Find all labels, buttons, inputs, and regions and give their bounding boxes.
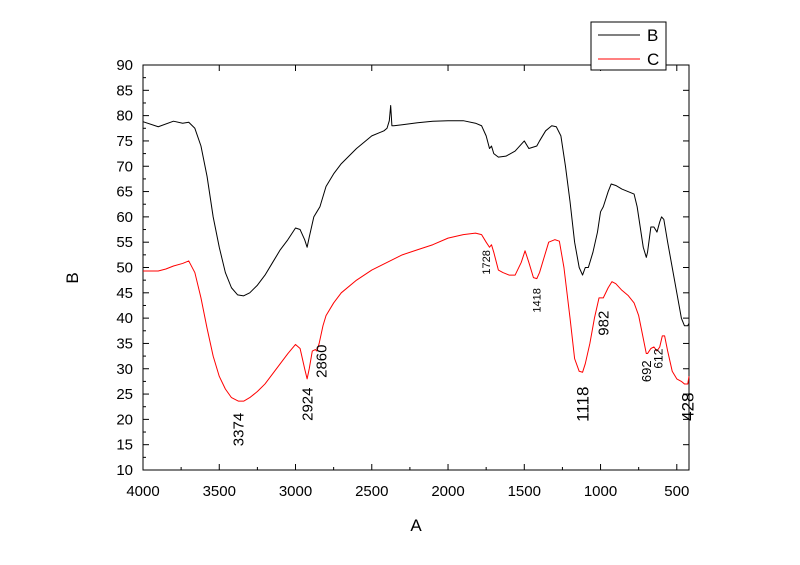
peak-label: 612 bbox=[652, 348, 666, 368]
peak-label: 2860 bbox=[314, 345, 331, 378]
y-tick-label: 35 bbox=[116, 335, 133, 352]
peak-label: 982 bbox=[596, 311, 613, 336]
y-tick-label: 75 bbox=[116, 133, 133, 150]
x-tick-label: 4000 bbox=[126, 483, 159, 500]
y-axis-title: B bbox=[63, 272, 82, 283]
y-tick-label: 70 bbox=[116, 158, 133, 175]
peak-label: 3374 bbox=[231, 413, 248, 446]
series-layer bbox=[142, 105, 690, 402]
x-tick-label: 500 bbox=[664, 483, 689, 500]
y-tick-label: 50 bbox=[116, 260, 133, 277]
y-tick-label: 65 bbox=[116, 184, 133, 201]
y-tick-label: 25 bbox=[116, 386, 133, 403]
legend-label-b: B bbox=[647, 26, 658, 45]
series-line-b bbox=[142, 105, 690, 327]
y-tick-label: 20 bbox=[116, 411, 133, 428]
series-line-c bbox=[143, 232, 690, 402]
peak-label: 692 bbox=[639, 360, 654, 382]
y-tick-label: 80 bbox=[116, 108, 133, 125]
peak-label: 428 bbox=[678, 393, 697, 421]
legend-box bbox=[590, 21, 667, 71]
y-tick-label: 30 bbox=[116, 361, 133, 378]
y-tick-label: 10 bbox=[116, 462, 133, 479]
y-tick-label: 15 bbox=[116, 437, 133, 454]
peak-label: 1118 bbox=[574, 387, 593, 422]
y-tick-label: 60 bbox=[116, 209, 133, 226]
x-tick-label: 3000 bbox=[279, 483, 312, 500]
y-tick-label: 45 bbox=[116, 285, 133, 302]
y-tick-label: 55 bbox=[116, 234, 133, 251]
legend: B C bbox=[590, 21, 667, 71]
y-axis: 10 15 20 25 30 35 40 45 50 55 60 65 70 75 80 85 90 bbox=[116, 57, 689, 479]
y-tick-label: 85 bbox=[116, 82, 133, 99]
peak-label: 1418 bbox=[532, 288, 544, 312]
peak-label: 2924 bbox=[299, 388, 316, 421]
legend-label-c: C bbox=[647, 50, 659, 69]
x-tick-label: 1500 bbox=[508, 483, 541, 500]
x-tick-label: 3500 bbox=[203, 483, 236, 500]
y-tick-label: 40 bbox=[116, 310, 133, 327]
x-axis-title: A bbox=[410, 516, 422, 535]
x-tick-label: 2000 bbox=[431, 483, 464, 500]
y-tick-label: 90 bbox=[116, 57, 133, 74]
x-tick-label: 1000 bbox=[584, 483, 617, 500]
x-axis: 4000 3500 3000 2500 2000 1500 1000 500 bbox=[126, 65, 689, 500]
plot-frame bbox=[142, 64, 690, 471]
x-tick-label: 2500 bbox=[355, 483, 388, 500]
peak-label: 1728 bbox=[481, 250, 493, 274]
